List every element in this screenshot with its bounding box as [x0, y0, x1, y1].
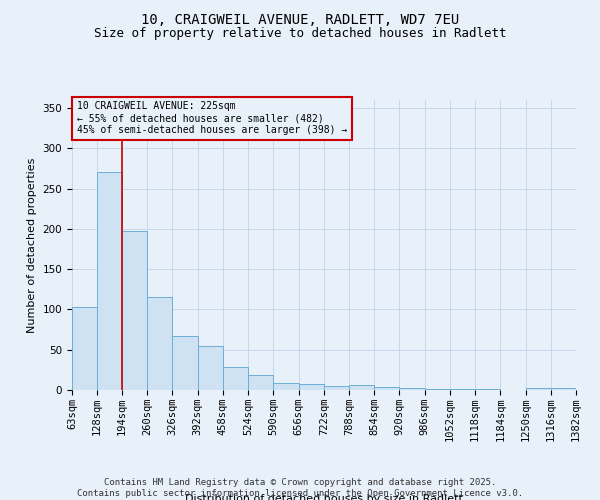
Bar	[450, 389, 475, 390]
Bar	[551, 388, 576, 390]
Bar	[248, 374, 274, 390]
Text: 10 CRAIGWEIL AVENUE: 225sqm
← 55% of detached houses are smaller (482)
45% of se: 10 CRAIGWEIL AVENUE: 225sqm ← 55% of det…	[77, 102, 347, 134]
Bar	[274, 383, 299, 390]
Bar	[324, 386, 349, 390]
Text: Contains HM Land Registry data © Crown copyright and database right 2025.
Contai: Contains HM Land Registry data © Crown c…	[77, 478, 523, 498]
Bar	[349, 385, 374, 390]
Bar	[97, 172, 122, 390]
Bar	[299, 384, 324, 390]
Bar	[147, 298, 172, 390]
Bar	[172, 336, 198, 390]
Bar	[400, 388, 425, 390]
Bar	[223, 366, 248, 390]
Bar	[425, 389, 450, 390]
Y-axis label: Number of detached properties: Number of detached properties	[27, 158, 37, 332]
Bar	[374, 387, 400, 390]
Text: 10, CRAIGWEIL AVENUE, RADLETT, WD7 7EU: 10, CRAIGWEIL AVENUE, RADLETT, WD7 7EU	[141, 12, 459, 26]
Bar	[198, 346, 223, 390]
Text: Size of property relative to detached houses in Radlett: Size of property relative to detached ho…	[94, 28, 506, 40]
X-axis label: Distribution of detached houses by size in Radlett: Distribution of detached houses by size …	[185, 494, 463, 500]
Bar	[475, 389, 500, 390]
Bar	[122, 232, 147, 390]
Bar	[526, 388, 551, 390]
Bar	[72, 307, 97, 390]
